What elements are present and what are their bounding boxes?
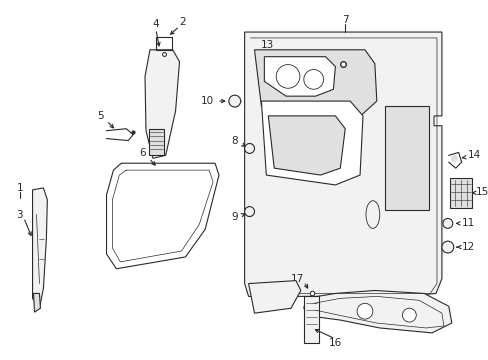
Polygon shape — [261, 101, 362, 185]
Polygon shape — [264, 57, 335, 96]
Circle shape — [228, 95, 240, 107]
Circle shape — [402, 308, 415, 322]
Text: 5: 5 — [97, 111, 104, 121]
Text: 14: 14 — [467, 150, 480, 160]
Text: 15: 15 — [474, 187, 488, 197]
Text: 8: 8 — [231, 136, 238, 145]
Text: 7: 7 — [341, 15, 348, 25]
Polygon shape — [268, 116, 345, 175]
Text: 9: 9 — [231, 212, 238, 222]
Text: 6: 6 — [140, 148, 146, 158]
Polygon shape — [254, 50, 376, 126]
Text: 11: 11 — [461, 219, 474, 228]
Polygon shape — [449, 178, 470, 208]
Text: 16: 16 — [328, 338, 341, 348]
Circle shape — [356, 303, 372, 319]
Polygon shape — [149, 129, 163, 155]
Circle shape — [442, 219, 452, 228]
Text: 10: 10 — [201, 96, 214, 106]
Circle shape — [303, 69, 323, 89]
Polygon shape — [248, 280, 300, 313]
Text: 3: 3 — [17, 210, 23, 220]
Circle shape — [441, 241, 453, 253]
Polygon shape — [244, 32, 441, 296]
Polygon shape — [303, 291, 451, 333]
Text: 17: 17 — [291, 274, 304, 284]
Polygon shape — [303, 296, 318, 343]
Ellipse shape — [365, 201, 379, 228]
Text: 13: 13 — [260, 40, 273, 50]
Polygon shape — [34, 293, 41, 312]
Polygon shape — [384, 106, 428, 210]
Circle shape — [244, 207, 254, 216]
Circle shape — [276, 64, 299, 88]
Text: 2: 2 — [179, 17, 185, 27]
Polygon shape — [145, 50, 179, 158]
Text: 12: 12 — [461, 242, 474, 252]
Circle shape — [244, 144, 254, 153]
Polygon shape — [33, 188, 47, 308]
Text: 1: 1 — [17, 183, 23, 193]
Text: 4: 4 — [152, 19, 159, 29]
